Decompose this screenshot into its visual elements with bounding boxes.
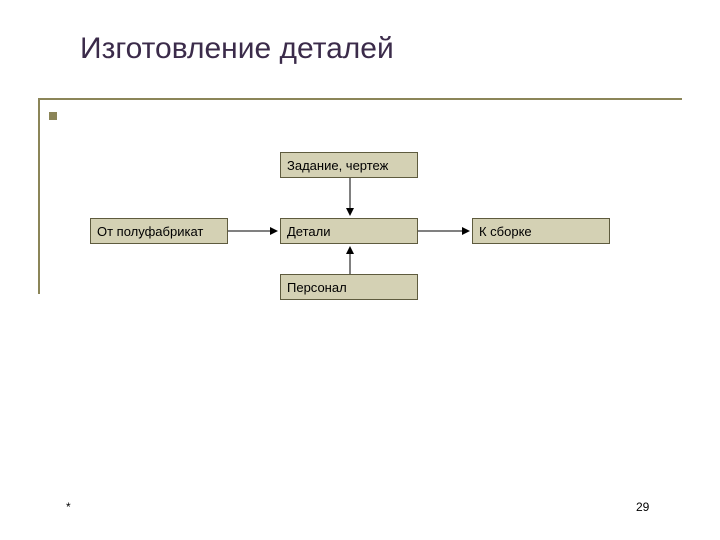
box-center: Детали	[280, 218, 418, 244]
page-title: Изготовление деталей	[80, 32, 394, 66]
box-left-label: От полуфабрикат	[97, 224, 203, 239]
box-top-label: Задание, чертеж	[287, 158, 388, 173]
box-center-label: Детали	[287, 224, 331, 239]
footer-page-number: 29	[636, 500, 649, 514]
footer-star: *	[66, 500, 71, 514]
box-bottom: Персонал	[280, 274, 418, 300]
box-right-label: К сборке	[479, 224, 532, 239]
box-top: Задание, чертеж	[280, 152, 418, 178]
box-right: К сборке	[472, 218, 610, 244]
slide: Изготовление деталей Задание, чертеж От …	[0, 0, 720, 540]
arrows-layer	[0, 0, 720, 540]
bullet-square-icon	[49, 112, 57, 120]
rule-vertical	[38, 98, 40, 294]
box-bottom-label: Персонал	[287, 280, 347, 295]
rule-horizontal	[38, 98, 682, 100]
box-left: От полуфабрикат	[90, 218, 228, 244]
